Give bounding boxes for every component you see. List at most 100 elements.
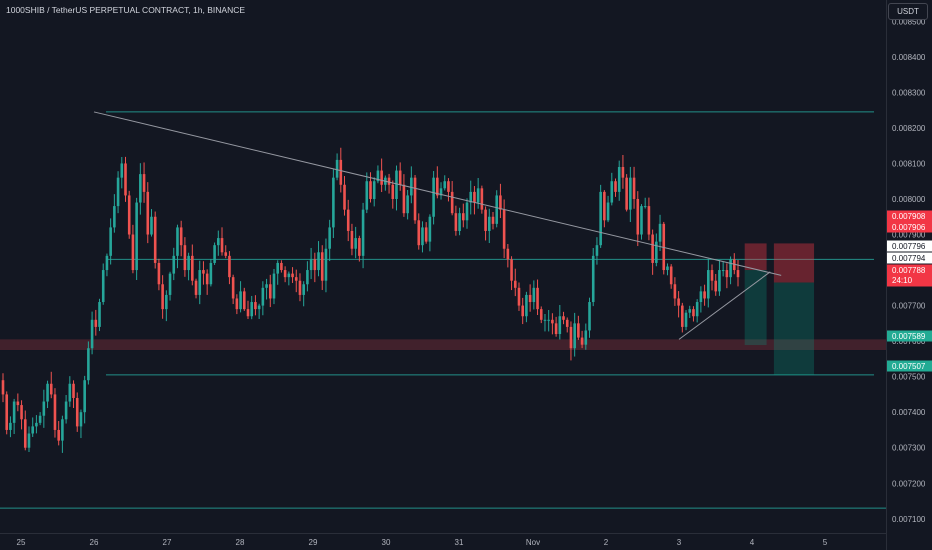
candle-body [335,159,339,178]
y-tick-label: 0.007900 [892,231,926,240]
candle-body [424,227,428,242]
candle-body [406,195,409,214]
candle-body [462,213,465,221]
candle-body [421,227,424,246]
candle-body [343,184,346,210]
candle-body [231,277,235,299]
time-axis-separator [0,533,886,534]
candle-body [328,227,331,249]
candle-body [224,252,228,256]
candle-body [75,397,79,427]
candle-body [673,284,677,299]
candle-body [543,319,547,321]
price-label: 0.007794 [892,254,926,263]
x-tick-label: 4 [750,538,755,547]
candle-body [309,259,313,271]
trend-line [93,111,782,276]
candle-body [395,170,398,199]
candle-body [98,302,101,327]
candle-body [268,284,272,299]
candle-body [469,191,473,203]
trend-line [678,271,771,340]
stop-loss-zone [744,243,767,271]
y-tick-label: 0.008200 [892,124,926,133]
candle-body [521,305,524,317]
candle-body [198,270,202,295]
candle-body [554,323,558,335]
candle-body [332,177,335,228]
candle-body [491,216,495,224]
y-tick-label: 0.007400 [892,408,926,417]
candle-body [677,298,680,306]
price-axis-separator [886,0,887,550]
take-profit-zone [773,282,815,375]
candle-body [46,383,49,402]
x-tick-label: 31 [455,538,464,547]
candle-body [5,394,9,430]
candle-body [68,383,72,402]
y-tick-label: 0.007700 [892,302,926,311]
candle-body [725,270,729,278]
candle-body [131,234,135,271]
candle-body [736,270,740,278]
candle-body [669,266,673,285]
candle-body [398,170,402,185]
currency-button[interactable]: USDT [888,3,928,20]
price-label: 0.007788 [892,266,926,275]
candle-body [291,273,294,278]
candle-body [239,291,242,310]
candle-body [499,195,502,210]
candle-body [647,206,651,235]
candle-body [443,181,447,189]
candle-body [153,216,157,263]
candle-body [510,259,513,281]
price-label-box [887,240,932,252]
candle-body [539,309,543,320]
y-tick-label: 0.008400 [892,53,926,62]
candle-body [465,202,469,221]
candle-body [413,177,417,221]
candle-body [38,415,42,423]
candle-body [101,270,105,303]
candle-body [484,209,487,231]
candle-body [27,433,31,448]
candle-body [272,273,276,299]
candle-body [23,419,27,448]
candle-body [532,287,536,303]
candle-body [692,309,695,317]
candle-body [42,401,46,416]
candle-body [217,238,220,246]
candle-body [124,163,127,196]
price-label: 0.007507 [892,362,926,371]
candle-body [703,291,706,299]
candle-body [324,248,328,281]
candle-body [242,291,246,310]
price-label: 0.007589 [892,332,926,341]
candle-body [369,181,372,199]
candle-body [90,319,94,349]
candle-body [473,191,476,203]
candle-body [565,319,569,327]
price-label-box [887,360,932,372]
candle-body [502,209,506,249]
candle-body [202,270,205,274]
candle-body [577,323,580,338]
candle-body [209,262,213,285]
candle-body [436,177,439,196]
candle-body [105,255,109,271]
candle-body [220,238,224,253]
candle-body [651,234,654,263]
candle-body [365,181,369,210]
candle-body [313,259,317,271]
x-tick-label: Nov [526,538,540,547]
candle-body [666,266,669,271]
candle-body [109,227,112,256]
candle-body [402,184,406,214]
price-label-box [887,330,932,342]
candle-body [699,291,703,303]
candle-body [707,270,710,299]
x-tick-label: 3 [677,538,682,547]
candle-body [681,305,684,327]
